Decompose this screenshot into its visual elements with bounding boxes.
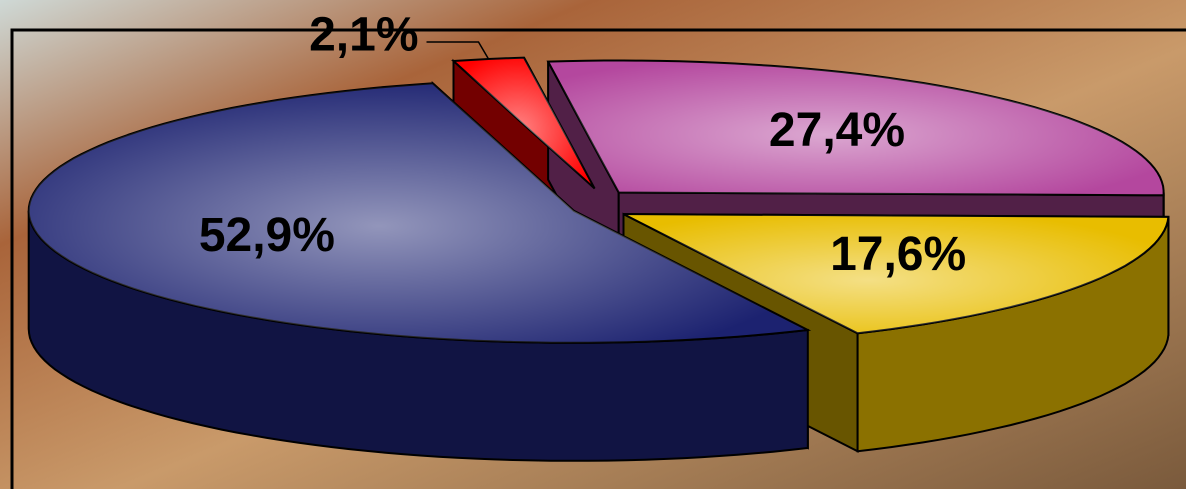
data-label: 17,6% [830,228,966,281]
data-label: 52,9% [199,209,335,262]
data-label: 2,1% [309,9,418,62]
data-label: 27,4% [769,104,905,157]
chart: 52,9% 2,1% 27,4% 17,6% [0,0,1186,489]
